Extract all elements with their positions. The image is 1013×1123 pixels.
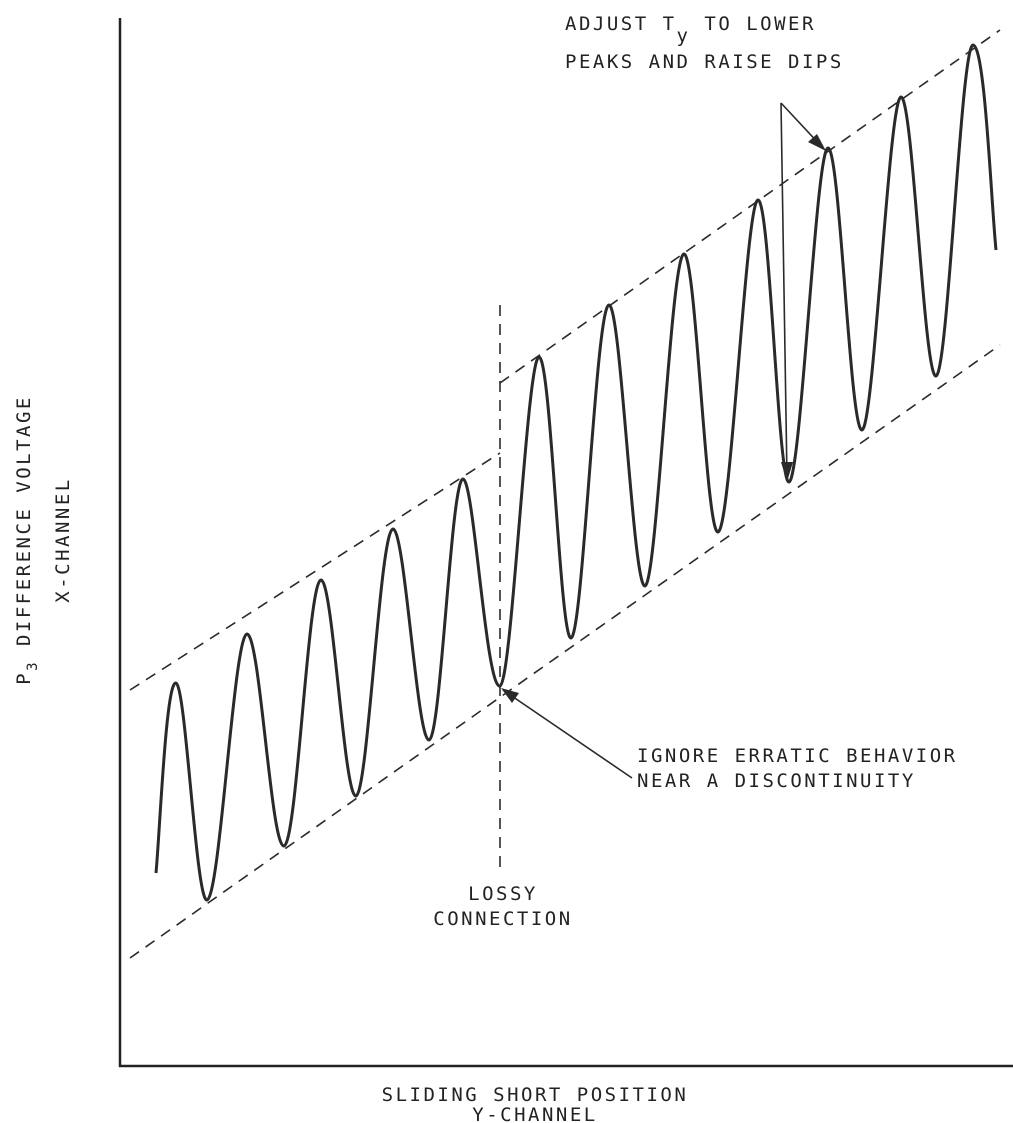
upper-envelope-left: [129, 452, 501, 691]
adjust-annotation-line1: ADJUST Ty TO LOWER: [565, 13, 816, 47]
adjust-annotation-subscript: y: [677, 25, 691, 47]
ignore-annotation-line1: IGNORE ERRATIC BEHAVIOR: [637, 745, 958, 767]
adjust-arrow-to-dip: [780, 102, 788, 479]
ignore-arrow: [502, 689, 633, 779]
adjust-arrowhead-peak: [808, 134, 826, 151]
lower-envelope: [129, 344, 1001, 959]
y-axis-label-main: DIFFERENCE VOLTAGE: [13, 395, 35, 660]
upper-envelope-right: [499, 29, 1001, 384]
x-axis-label-line1: SLIDING SHORT POSITION: [382, 1084, 689, 1106]
y-axis-label: P3 DIFFERENCE VOLTAGE X-CHANNEL: [13, 395, 74, 685]
adjust-annotation-line2: PEAKS AND RAISE DIPS: [565, 51, 844, 73]
ignore-arrowhead: [501, 688, 519, 703]
ignore-annotation-line2: NEAR A DISCONTINUITY: [637, 770, 916, 792]
adjust-annotation-text-a: ADJUST T: [565, 13, 677, 35]
adjust-arrowhead-dip: [781, 462, 793, 482]
y-axis-label-prefix: P: [13, 671, 35, 685]
x-axis-label-line2: Y-CHANNEL: [472, 1104, 597, 1123]
lossy-annotation-line1: LOSSY: [468, 883, 538, 905]
adjust-annotation-text-b: TO LOWER: [690, 13, 815, 35]
voltage-trace: [154, 43, 998, 902]
y-axis-label-subscript: 3: [25, 660, 41, 671]
lossy-annotation-line2: CONNECTION: [433, 908, 572, 930]
y-axis-label-line2: X-CHANNEL: [52, 477, 74, 602]
svg-text:P3 DIFFERENCE VOLTAGE: P3 DIFFERENCE VOLTAGE: [13, 395, 41, 685]
